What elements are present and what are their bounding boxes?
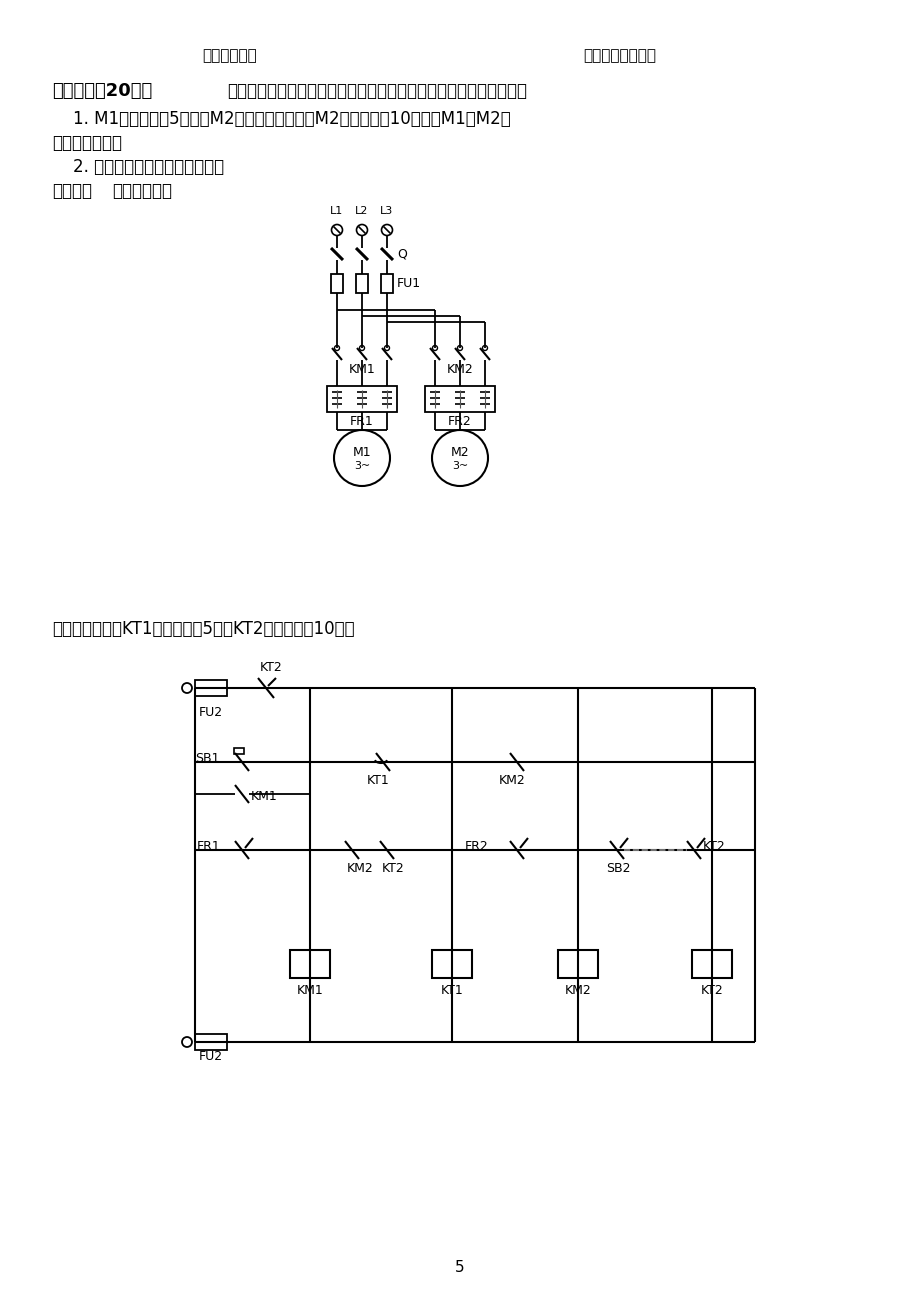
Bar <box>195 1034 227 1049</box>
Circle shape <box>359 345 364 350</box>
Text: 1. M1电动机启动5秒后，M2电动机自行起动；M2电动机停止10秒后，M1、M2电: 1. M1电动机启动5秒后，M2电动机自行起动；M2电动机停止10秒后，M1、M… <box>52 109 510 128</box>
Text: 3~: 3~ <box>354 461 369 471</box>
Text: KM1: KM1 <box>296 984 323 997</box>
Text: KT2: KT2 <box>260 661 282 674</box>
Text: 5: 5 <box>455 1260 464 1276</box>
Bar <box>233 749 244 754</box>
Text: L1: L1 <box>330 206 344 216</box>
Text: L2: L2 <box>355 206 369 216</box>
Text: KM2: KM2 <box>498 773 525 786</box>
Text: 试设计两台三相异步电动机的顺序起停的控制线路。具体要求如下：: 试设计两台三相异步电动机的顺序起停的控制线路。具体要求如下： <box>227 82 527 100</box>
Text: 2. 有短路保护、过载保护功能。: 2. 有短路保护、过载保护功能。 <box>52 158 224 176</box>
Text: KM2: KM2 <box>564 984 591 997</box>
Bar <box>380 273 392 293</box>
Text: 动机全部停止；: 动机全部停止； <box>52 134 122 152</box>
Text: 控制电路如下：KT1延时时间为5秒，KT2延时时间为10秒。: 控制电路如下：KT1延时时间为5秒，KT2延时时间为10秒。 <box>52 620 354 638</box>
Text: FR1: FR1 <box>350 415 373 428</box>
Bar <box>331 273 343 293</box>
Circle shape <box>384 345 389 350</box>
Bar <box>326 385 397 411</box>
Bar <box>558 950 597 978</box>
Text: KT2: KT2 <box>702 840 725 853</box>
Circle shape <box>432 345 437 350</box>
Circle shape <box>334 430 390 486</box>
Text: FU2: FU2 <box>199 706 222 719</box>
Text: KM1: KM1 <box>251 789 278 802</box>
Text: L3: L3 <box>380 206 393 216</box>
Circle shape <box>457 345 462 350</box>
Text: KT1: KT1 <box>440 984 463 997</box>
Text: Q: Q <box>397 247 406 260</box>
Text: FR2: FR2 <box>448 415 471 428</box>
Circle shape <box>182 1036 192 1047</box>
Text: KT2: KT2 <box>700 984 722 997</box>
Circle shape <box>335 345 339 350</box>
Circle shape <box>182 684 192 693</box>
Text: M2: M2 <box>450 445 469 458</box>
Circle shape <box>432 430 487 486</box>
Text: FR2: FR2 <box>464 840 488 853</box>
Text: 主电路原理图: 主电路原理图 <box>202 48 257 62</box>
Text: KT2: KT2 <box>381 862 404 875</box>
Text: 控制电路的原理图: 控制电路的原理图 <box>583 48 656 62</box>
Text: 六、（满分20分）: 六、（满分20分） <box>52 82 152 100</box>
Bar <box>691 950 732 978</box>
Text: KM2: KM2 <box>446 363 473 376</box>
Text: FU1: FU1 <box>397 277 421 290</box>
Bar <box>432 950 471 978</box>
Bar <box>425 385 494 411</box>
Circle shape <box>482 345 487 350</box>
Bar <box>289 950 330 978</box>
Text: 主电路如下：: 主电路如下： <box>112 182 172 201</box>
Text: FR1: FR1 <box>197 840 221 853</box>
Text: 【解】：: 【解】： <box>52 182 92 201</box>
Text: M1: M1 <box>352 445 371 458</box>
Text: KM2: KM2 <box>346 862 373 875</box>
Bar <box>356 273 368 293</box>
Text: SB1: SB1 <box>195 751 220 764</box>
Text: 3~: 3~ <box>451 461 468 471</box>
Bar <box>195 680 227 697</box>
Text: FU2: FU2 <box>199 1049 222 1062</box>
Circle shape <box>357 224 367 236</box>
Text: KT1: KT1 <box>367 773 389 786</box>
Circle shape <box>381 224 392 236</box>
Circle shape <box>331 224 342 236</box>
Text: SB2: SB2 <box>606 862 630 875</box>
Text: KM1: KM1 <box>348 363 375 376</box>
